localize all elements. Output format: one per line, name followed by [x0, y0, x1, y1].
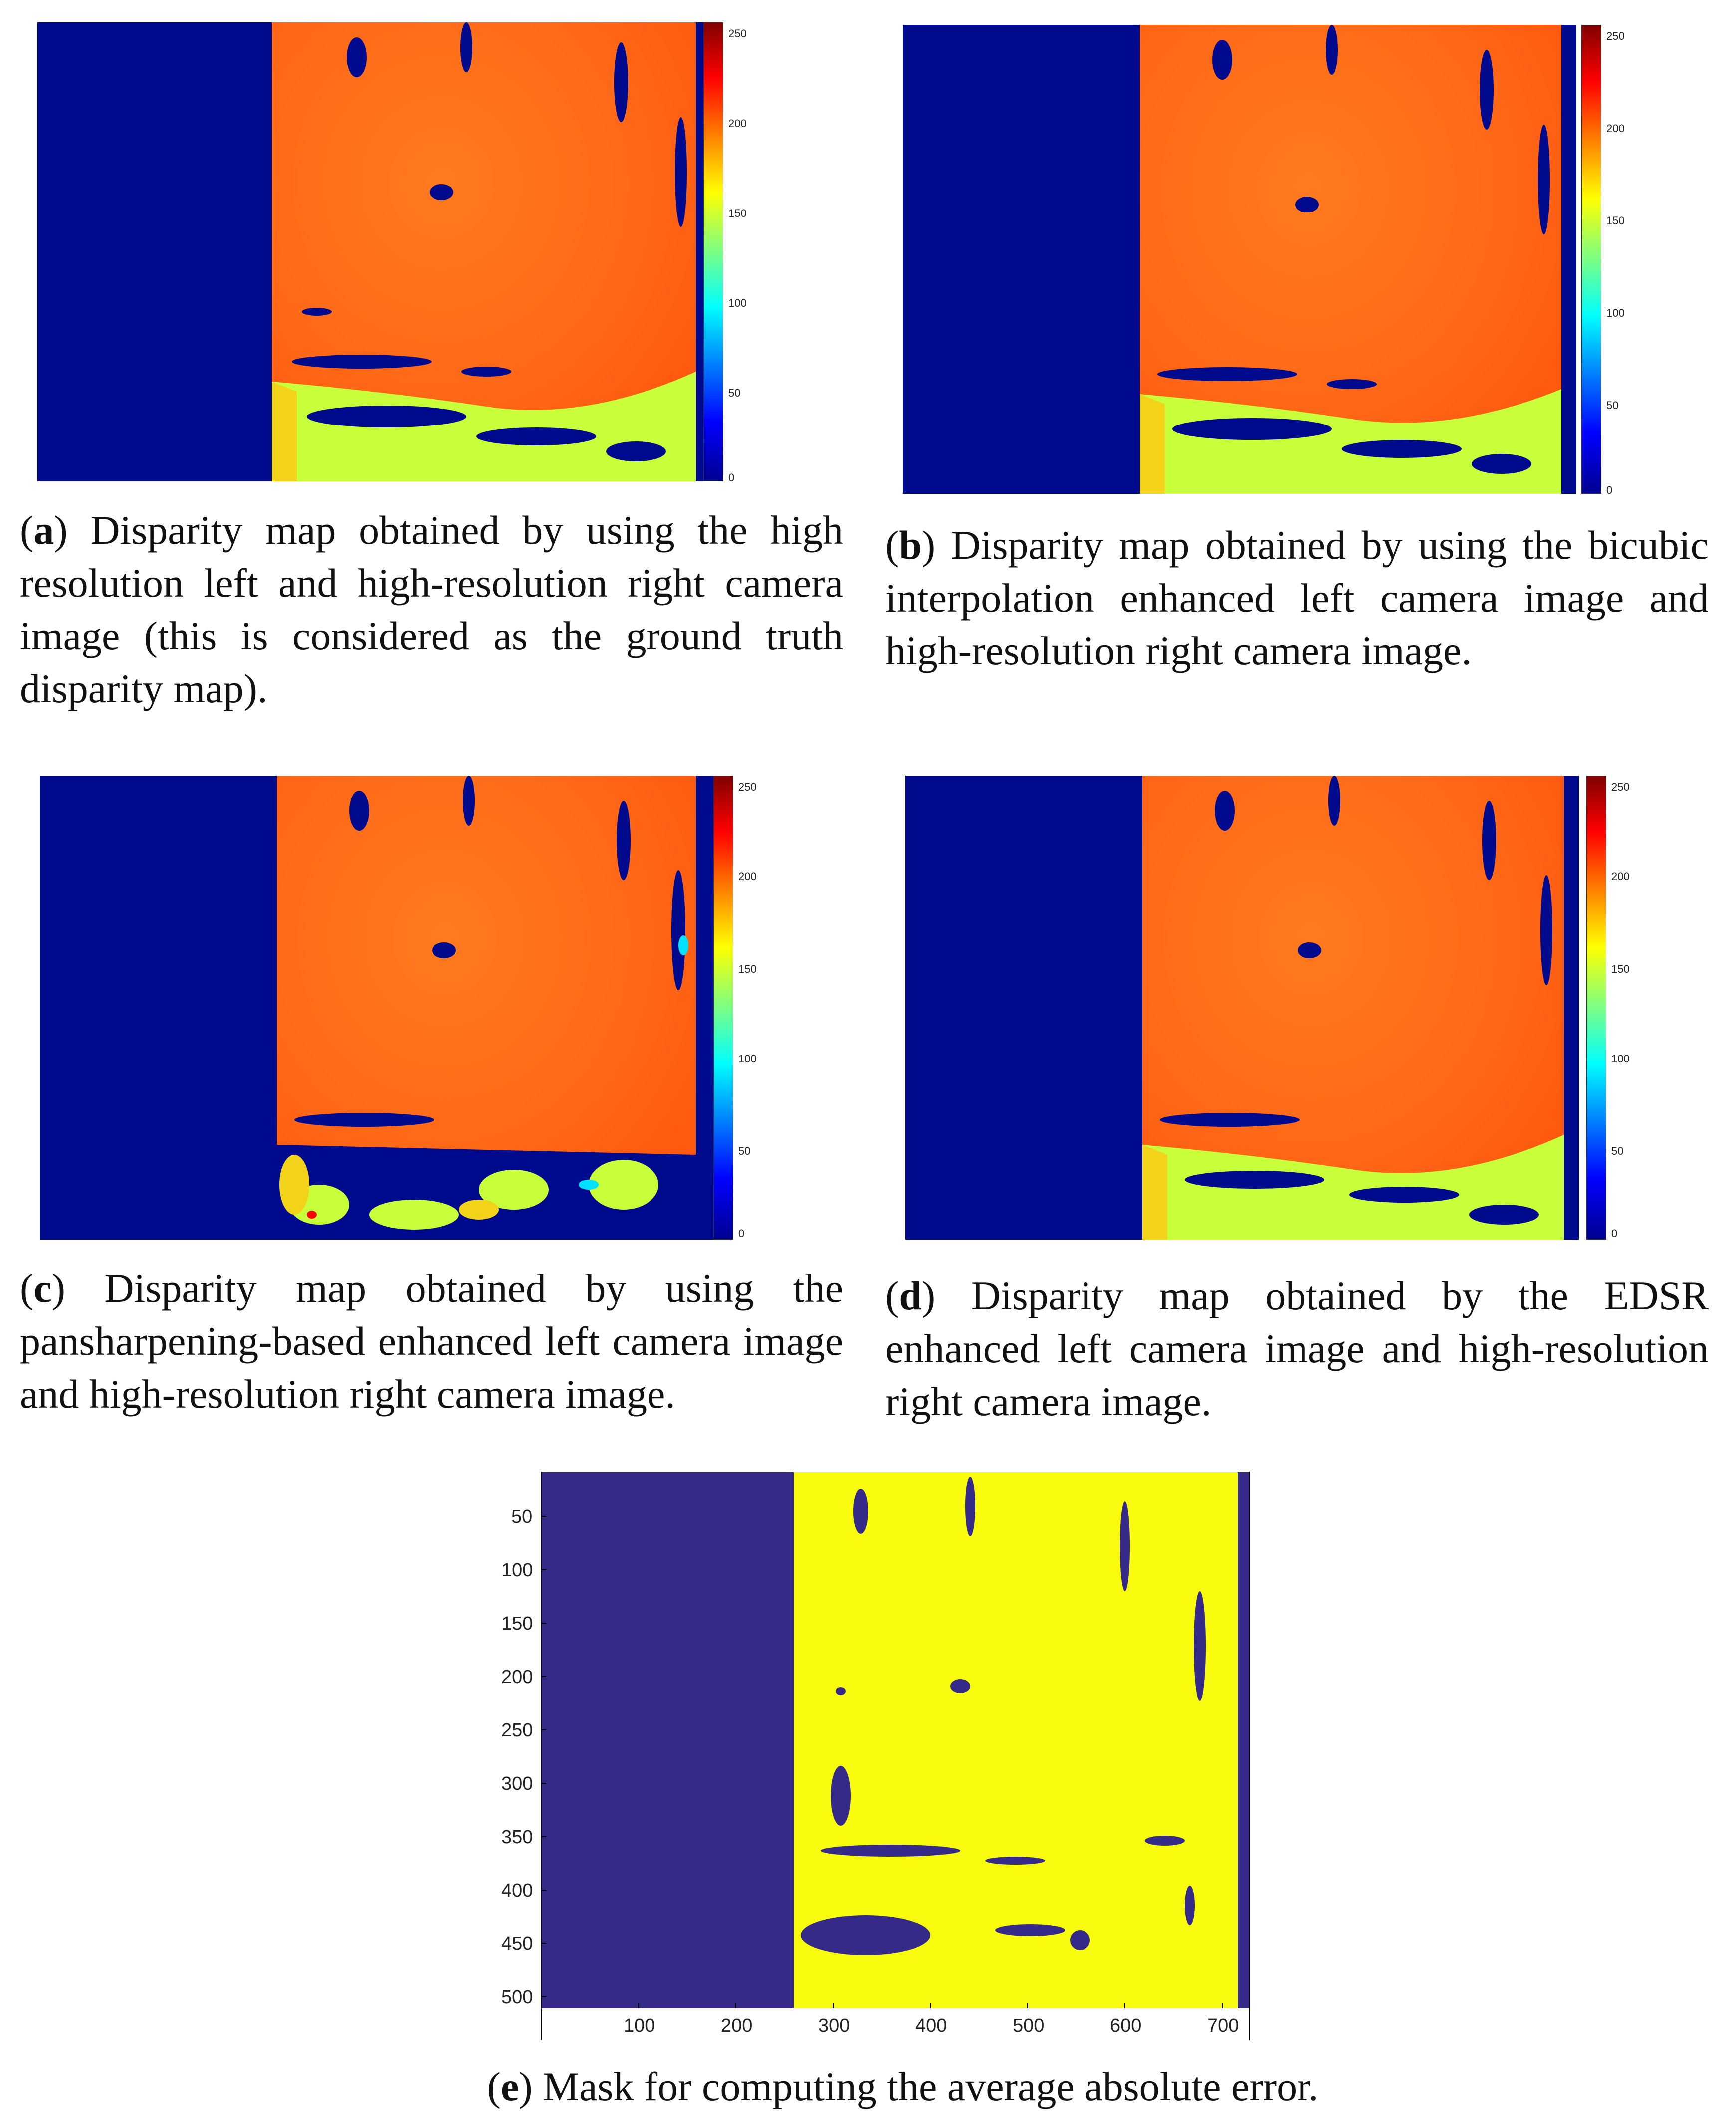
colorbar-d: 250 200 150 100 50 0 [1586, 776, 1630, 1240]
colorbar-tick-label: 50 [738, 1145, 751, 1157]
disparity-image-b [903, 25, 1576, 494]
caption-letter: e [500, 2064, 519, 2109]
colorbar-tick-label: 150 [1606, 214, 1625, 227]
colorbar-c: 250 200 150 100 50 0 [713, 776, 757, 1240]
x-tick-label: 100 [624, 2015, 655, 2036]
colorbar-tick-label: 100 [728, 297, 747, 309]
disparity-map-b [903, 25, 1576, 494]
colorbar-tick-label: 0 [738, 1227, 745, 1240]
colorbar-tick-label: 0 [1611, 1227, 1618, 1240]
y-tick-label: 200 [501, 1667, 533, 1688]
colorbar-b-gradient [1581, 25, 1601, 494]
x-tick-label: 600 [1110, 2015, 1142, 2036]
colorbar-tick-label: 150 [728, 207, 747, 219]
colorbar-b: 250 200 150 100 50 0 [1581, 25, 1625, 496]
x-tick-label: 500 [1013, 2015, 1045, 2036]
disparity-map-d [905, 776, 1579, 1240]
colorbar-tick-label: 200 [728, 117, 747, 130]
x-tick-label: 700 [1207, 2015, 1239, 2036]
colorbar-a-gradient [703, 22, 723, 481]
y-tick-label: 450 [501, 1933, 533, 1954]
x-tick-label: 300 [818, 2015, 850, 2036]
mask-image [541, 1472, 1250, 2040]
x-tick-label: 200 [721, 2015, 753, 2036]
disparity-map-a [37, 22, 711, 481]
y-tick-label: 150 [501, 1613, 533, 1634]
disparity-image-c [40, 776, 713, 1240]
caption-text: Disparity map obtained by using the high… [20, 507, 843, 711]
colorbar-tick-label: 150 [738, 963, 757, 975]
caption-text: Mask for computing the average absolute … [543, 2064, 1319, 2109]
colorbar-tick-label: 50 [728, 387, 741, 399]
colorbar-tick-label: 50 [1611, 1145, 1624, 1157]
caption-letter: c [33, 1266, 52, 1311]
y-tick-label: 350 [501, 1827, 533, 1848]
disparity-image-a [37, 22, 711, 481]
caption-letter: a [33, 507, 54, 553]
colorbar-tick-label: 50 [1606, 399, 1619, 412]
colorbar-tick-label: 250 [728, 27, 747, 40]
y-tick-label: 250 [501, 1720, 533, 1741]
colorbar-tick-label: 200 [1611, 870, 1630, 883]
mask-plot [541, 1472, 1250, 2040]
y-tick-label: 100 [501, 1560, 533, 1581]
colorbar-tick-label: 100 [1606, 307, 1625, 319]
colorbar-tick-label: 0 [728, 471, 735, 484]
colorbar-tick-label: 250 [738, 781, 757, 793]
caption-text: Disparity map obtained by using the pans… [20, 1266, 843, 1417]
colorbar-a: 250 200 150 100 50 0 [703, 22, 747, 484]
x-tick-label: 400 [915, 2015, 947, 2036]
caption-e: (e) Mask for computing the average absol… [487, 2064, 1319, 2109]
caption-c: (c) Disparity map obtained by using the … [20, 1266, 843, 1417]
y-tick-label: 400 [501, 1880, 533, 1901]
caption-d: (d) Disparity map obtained by the EDSR e… [885, 1273, 1709, 1424]
colorbar-tick-label: 250 [1606, 30, 1625, 42]
colorbar-tick-label: 250 [1611, 781, 1630, 793]
colorbar-tick-label: 100 [738, 1053, 757, 1065]
colorbar-c-gradient [713, 776, 733, 1240]
caption-a: (a) Disparity map obtained by using the … [20, 507, 843, 711]
colorbar-tick-label: 200 [738, 870, 757, 883]
caption-text: Disparity map obtained by the EDSR enhan… [885, 1273, 1709, 1424]
y-tick-label: 50 [511, 1506, 533, 1527]
y-tick-label: 300 [501, 1773, 533, 1794]
colorbar-tick-label: 150 [1611, 963, 1630, 975]
caption-letter: b [899, 522, 922, 568]
y-tick-label: 500 [501, 1987, 533, 2008]
colorbar-tick-label: 0 [1606, 484, 1613, 496]
disparity-image-d [905, 776, 1579, 1240]
colorbar-tick-label: 200 [1606, 122, 1625, 135]
caption-letter: d [899, 1273, 922, 1318]
colorbar-d-gradient [1586, 776, 1606, 1240]
caption-b: (b) Disparity map obtained by using the … [885, 522, 1709, 673]
disparity-map-c [40, 776, 713, 1240]
caption-text: Disparity map obtained by using the bicu… [885, 522, 1709, 673]
colorbar-tick-label: 100 [1611, 1053, 1630, 1065]
